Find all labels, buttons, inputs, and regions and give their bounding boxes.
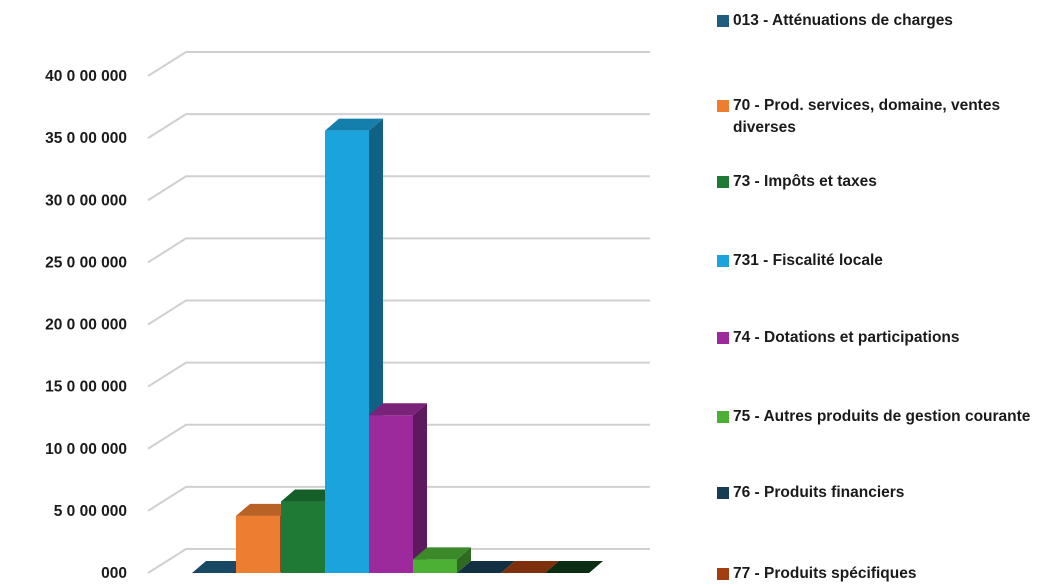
gridline (147, 113, 650, 139)
bar-top (236, 503, 294, 516)
bar-top (281, 489, 339, 502)
gridline (147, 361, 650, 388)
bar (413, 559, 457, 573)
bar-top (457, 561, 515, 573)
bar-top (545, 561, 603, 573)
bar (281, 501, 325, 573)
y-tick-label: 15 0 00 000 (45, 379, 127, 396)
gridline (147, 51, 650, 77)
bar-side (413, 403, 427, 573)
bar-top (501, 561, 559, 573)
y-tick-label: 30 0 00 000 (45, 192, 127, 209)
y-tick-label: 20 0 00 000 (45, 317, 127, 334)
bar-side (457, 547, 471, 573)
gridline (147, 237, 650, 264)
bar (236, 515, 280, 573)
bar-top (369, 403, 427, 416)
bar-top (325, 118, 383, 131)
gridline (147, 548, 650, 574)
y-tick-label: 000 (101, 565, 127, 582)
y-tick-label: 5 0 00 000 (54, 503, 127, 520)
y-tick-label: 10 0 00 000 (45, 441, 127, 458)
gridline (147, 299, 650, 326)
gridline (147, 485, 650, 512)
y-tick-label: 35 0 00 000 (45, 130, 127, 147)
y-tick-label: 25 0 00 000 (45, 254, 127, 271)
gridline (147, 423, 650, 450)
bar-top (192, 561, 250, 573)
gridline (147, 175, 650, 202)
bar (369, 415, 413, 573)
bar (325, 130, 369, 574)
bar-top (413, 547, 471, 560)
y-tick-label: 40 0 00 000 (45, 68, 127, 85)
